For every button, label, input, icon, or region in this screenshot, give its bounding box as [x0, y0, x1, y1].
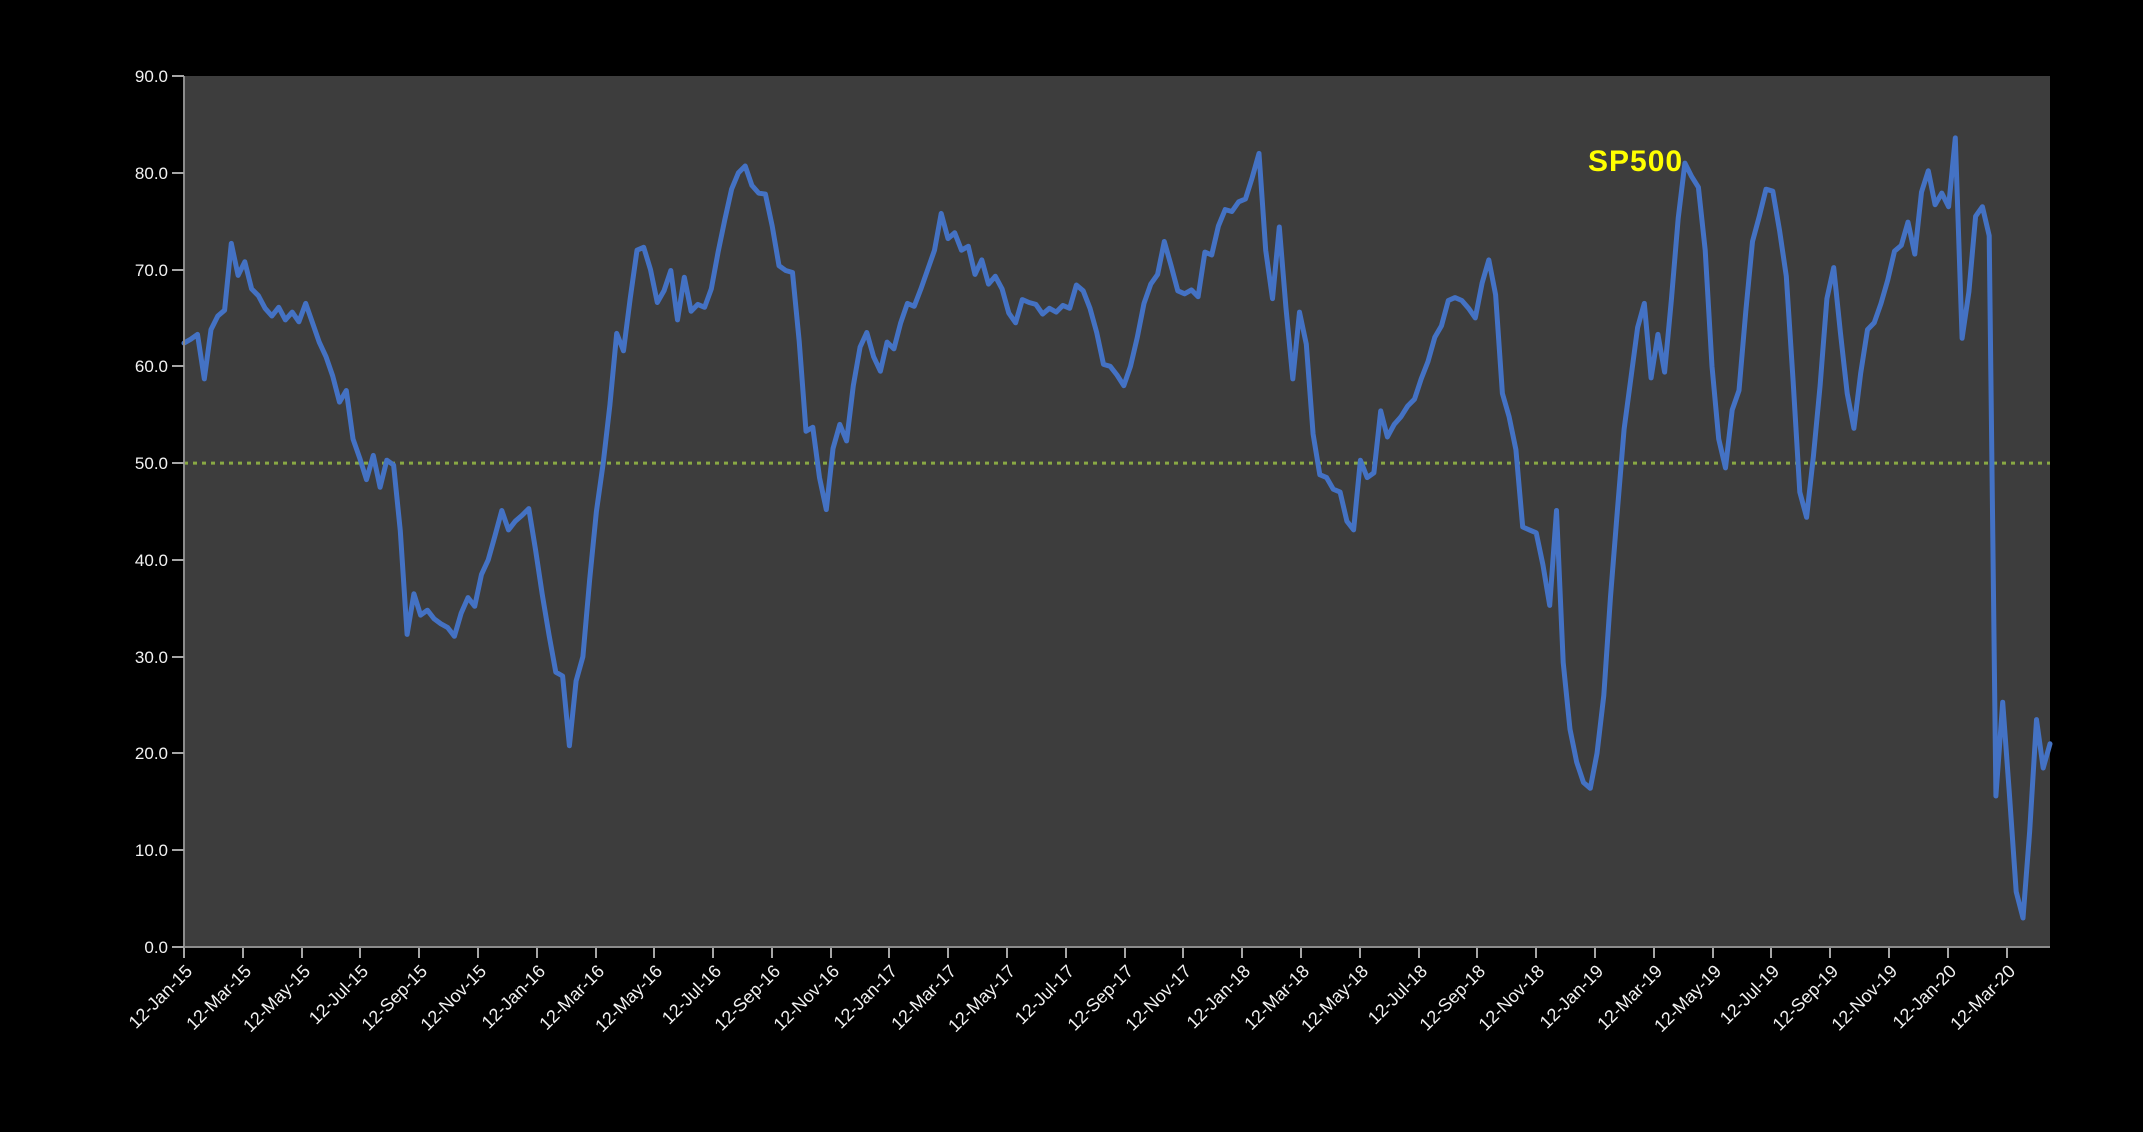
x-axis-tick-mark [888, 948, 891, 958]
x-axis-tick-mark [1593, 948, 1596, 958]
x-axis-tick-mark [1358, 948, 1361, 958]
y-axis-tick-label: 10.0 [134, 841, 168, 861]
x-axis-tick-mark [300, 948, 303, 958]
y-axis-tick-mark [172, 558, 184, 561]
y-axis-tick-mark [172, 268, 184, 271]
x-axis-tick-mark [1064, 948, 1067, 958]
x-axis-tick-mark [1417, 948, 1420, 958]
x-axis-tick-mark [418, 948, 421, 958]
x-axis-tick-mark [359, 948, 362, 958]
x-axis-tick-mark [1770, 948, 1773, 958]
x-axis-tick-mark [947, 948, 950, 958]
x-axis-tick-mark [594, 948, 597, 958]
x-axis-tick-mark [1476, 948, 1479, 958]
x-axis-tick-mark [1300, 948, 1303, 958]
x-axis-tick-mark [770, 948, 773, 958]
x-axis-tick-mark [1711, 948, 1714, 958]
y-axis-tick-label: 90.0 [134, 67, 168, 86]
y-axis-tick-label: 70.0 [134, 260, 168, 280]
x-axis-tick-mark [1123, 948, 1126, 958]
x-axis-tick-mark [476, 948, 479, 958]
sp500-line-series [181, 135, 2053, 921]
y-axis-tick-mark [172, 462, 184, 465]
y-axis-tick-label: 40.0 [134, 550, 168, 570]
y-axis-tick-label: 20.0 [134, 744, 168, 764]
x-axis-tick-mark [1946, 948, 1949, 958]
x-axis-tick-mark [2005, 948, 2008, 958]
x-axis-tick-mark [1652, 948, 1655, 958]
x-axis-line [184, 946, 2050, 948]
x-axis-tick-mark [829, 948, 832, 958]
y-axis-tick-mark [172, 752, 184, 755]
x-axis-tick-mark [1182, 948, 1185, 958]
y-axis-tick-label: 30.0 [134, 647, 168, 667]
y-axis-tick-mark [172, 75, 184, 77]
y-axis-tick-mark [172, 171, 184, 174]
x-axis-tick-mark [1887, 948, 1890, 958]
y-axis-line [183, 76, 185, 948]
plot-area: SP500 [181, 76, 2053, 947]
x-axis-tick-mark [712, 948, 715, 958]
x-axis-tick-mark [653, 948, 656, 958]
y-axis-tick-mark [172, 849, 184, 852]
y-axis-tick-mark [172, 365, 184, 368]
x-axis-tick-mark [1829, 948, 1832, 958]
y-axis-tick-label: 0.0 [144, 938, 168, 957]
x-axis-tick-mark [1241, 948, 1244, 958]
y-axis-tick-label: 80.0 [134, 163, 168, 183]
x-axis-tick-mark [241, 948, 244, 958]
x-axis-tick-mark [183, 948, 185, 958]
y-axis-tick-label: 50.0 [134, 454, 168, 474]
x-axis-tick-mark [1006, 948, 1009, 958]
y-axis-tick-mark [172, 946, 184, 948]
y-axis-tick-label: 60.0 [134, 357, 168, 377]
x-axis-tick-mark [1535, 948, 1538, 958]
series-svg [181, 135, 2053, 921]
y-axis-tick-mark [172, 655, 184, 658]
series-label: SP500 [1588, 145, 1684, 178]
x-axis-tick-mark [535, 948, 538, 958]
